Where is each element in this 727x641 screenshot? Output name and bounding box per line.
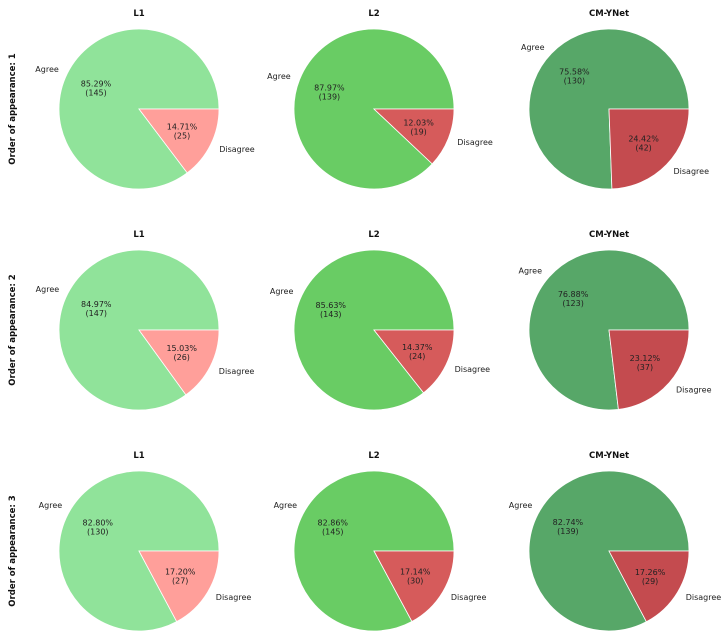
pie-r1c2-percent-disagree: 12.03%: [403, 119, 434, 128]
pie-r3c2-label-agree: Agree: [274, 501, 298, 510]
pie-r3c3-count-agree: (139): [557, 527, 579, 536]
pie-r2c3-count-disagree: (37): [637, 363, 653, 372]
pie-r2c2-percent-agree: 85.63%: [316, 301, 347, 310]
pie-r1c1-count-disagree: (25): [174, 131, 190, 140]
pie-r3c3-label-disagree: Disagree: [686, 593, 722, 602]
pie-r1c1-label-disagree: Disagree: [219, 145, 255, 154]
pie-r2c3-percent-disagree: 23.12%: [630, 354, 661, 363]
pie-r1c2-title: L2: [368, 9, 379, 19]
pie-r3c2-label-disagree: Disagree: [451, 593, 487, 602]
pie-r2c1-percent-disagree: 15.03%: [166, 344, 197, 353]
pie-r2c1-slice-disagree: [138, 329, 220, 396]
pie-r3c2-title: L2: [368, 451, 379, 461]
pie-r3c1-label-disagree: Disagree: [216, 593, 252, 602]
pie-r1c1-percent-agree: 85.29%: [81, 80, 112, 89]
pie-r2c3-slice-disagree: [608, 329, 690, 410]
pie-r2c2-count-agree: (143): [320, 310, 342, 319]
pie-r2c1-slice-agree: [58, 249, 220, 411]
pie-r3c2-count-agree: (145): [322, 527, 344, 536]
pie-r3c3-slice-disagree: [608, 550, 690, 623]
pie-r1c1-count-agree: (145): [85, 89, 107, 98]
row-label-3: Order of appearance: 3: [8, 495, 18, 606]
pie-r2c3-label-agree: Agree: [518, 267, 542, 276]
pie-r1c2-slice-disagree: [372, 108, 455, 165]
pie-r3c1-title: L1: [133, 451, 144, 461]
pie-r3c3-percent-disagree: 17.26%: [635, 568, 666, 577]
pie-r1c2-count-disagree: (19): [410, 128, 426, 137]
pie-r2c2-label-agree: Agree: [270, 287, 294, 296]
row-label-2: Order of appearance: 2: [8, 274, 18, 385]
pie-r2c2-count-disagree: (24): [409, 352, 425, 361]
pie-r2c1-percent-agree: 84.97%: [81, 300, 112, 309]
pie-r3c1-count-agree: (130): [87, 527, 109, 536]
pie-r3c3-percent-agree: 82.74%: [553, 518, 584, 527]
pie-r1c3-label-disagree: Disagree: [674, 167, 710, 176]
pie-r1c1-title: L1: [133, 9, 144, 19]
pie-r3c3-count-disagree: (29): [642, 577, 658, 586]
pie-r1c2-count-agree: (139): [319, 92, 341, 101]
pie-r1c3-title: CM-YNet: [589, 9, 629, 19]
pie-r2c3-count-agree: (123): [562, 299, 584, 308]
row-label-1: Order of appearance: 1: [8, 53, 18, 164]
pie-r2c3-label-disagree: Disagree: [676, 386, 712, 395]
pie-r3c1-count-disagree: (27): [172, 577, 188, 586]
pie-r3c1-slice-disagree: [138, 550, 220, 623]
pie-r1c1-slice-disagree: [138, 108, 220, 174]
pie-r2c1-title: L1: [133, 230, 144, 240]
pie-r2c2-label-disagree: Disagree: [455, 365, 491, 374]
pie-r1c1-percent-disagree: 14.71%: [167, 122, 198, 131]
pie-r1c3-count-agree: (130): [564, 77, 586, 86]
pie-r3c2-percent-disagree: 17.14%: [400, 568, 431, 577]
pie-r2c1-label-disagree: Disagree: [219, 367, 255, 376]
pie-r2c1-count-agree: (147): [86, 309, 108, 318]
pie-r2c2-slice-disagree: [373, 329, 455, 394]
pie-r2c2-percent-disagree: 14.37%: [402, 343, 433, 352]
pie-r2c3-percent-agree: 76.88%: [558, 290, 589, 299]
pie-r3c1-percent-disagree: 17.20%: [165, 568, 196, 577]
pie-r1c2-label-disagree: Disagree: [457, 138, 493, 147]
pie-r3c2-count-disagree: (30): [407, 577, 423, 586]
pie-r2c2-title: L2: [368, 230, 379, 240]
pie-r3c2-percent-agree: 82.86%: [318, 518, 349, 527]
pie-r3c3-label-agree: Agree: [509, 501, 533, 510]
pie-r1c3-percent-disagree: 24.42%: [628, 134, 659, 143]
pie-r3c2-slice-disagree: [373, 550, 455, 622]
pie-r3c1-percent-agree: 82.80%: [83, 518, 114, 527]
pie-r2c1-count-disagree: (26): [173, 353, 189, 362]
pie-r1c2-percent-agree: 87.97%: [314, 83, 345, 92]
pie-r1c2-label-agree: Agree: [267, 72, 291, 81]
pie-r1c3-percent-agree: 75.58%: [559, 68, 590, 77]
pie-r1c1-label-agree: Agree: [35, 65, 59, 74]
pie-r1c3-slice-disagree: [608, 108, 690, 190]
pie-r1c3-label-agree: Agree: [521, 43, 545, 52]
pie-r1c3-count-disagree: (42): [635, 143, 651, 152]
pie-r3c3-title: CM-YNet: [589, 451, 629, 461]
pie-r3c1-label-agree: Agree: [39, 501, 63, 510]
pie-r2c3-title: CM-YNet: [589, 230, 629, 240]
pie-r2c1-label-agree: Agree: [36, 285, 60, 294]
